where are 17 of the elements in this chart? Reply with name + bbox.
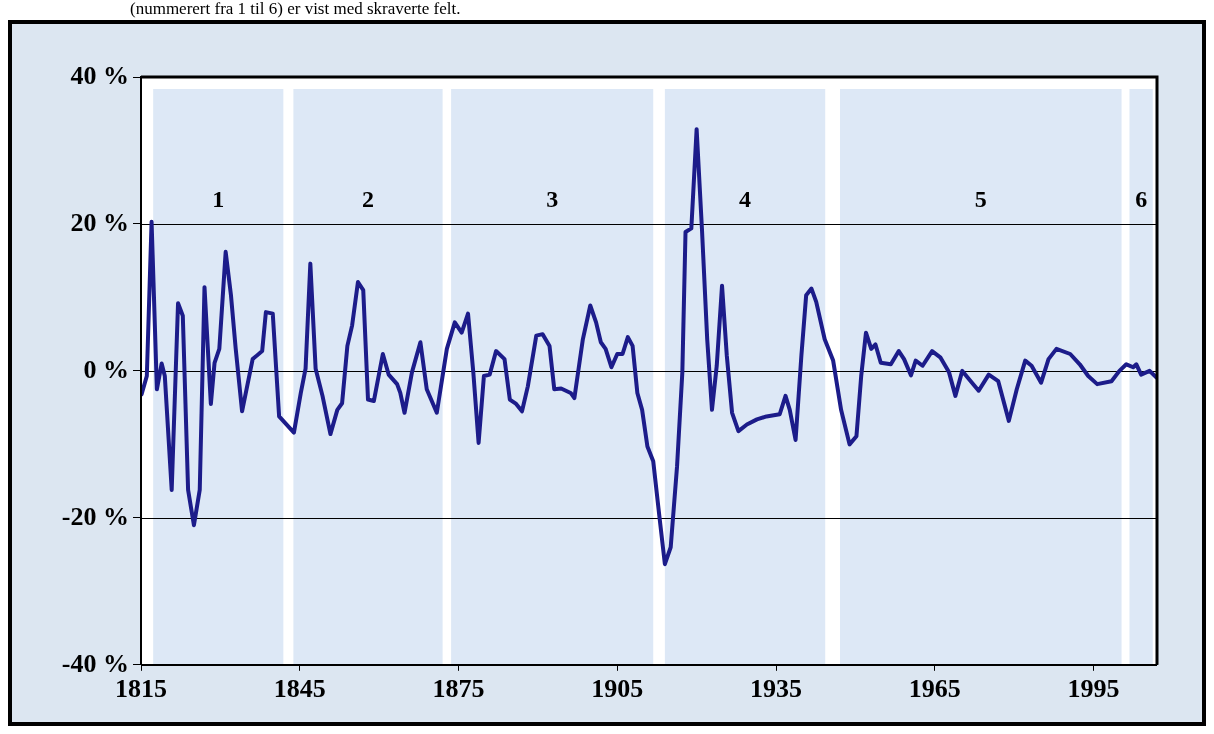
band-label: 2 bbox=[362, 185, 375, 212]
x-tick-label: 1875 bbox=[432, 674, 485, 704]
x-tick-label: 1905 bbox=[591, 674, 644, 704]
y-tick-label: 0 % bbox=[83, 354, 129, 384]
x-tick-label: 1845 bbox=[273, 674, 326, 704]
band-label: 4 bbox=[739, 185, 752, 212]
band-label: 3 bbox=[546, 185, 559, 212]
band-label: 5 bbox=[974, 185, 987, 212]
band-label: 6 bbox=[1135, 185, 1148, 212]
y-tick-label: -20 % bbox=[61, 501, 129, 531]
band-label: 1 bbox=[212, 185, 225, 212]
x-tick-label: 1995 bbox=[1067, 674, 1120, 704]
y-tick-label: 20 % bbox=[70, 207, 129, 237]
text: (nummerert fra 1 til 6) er vist med skraverte felt. bbox=[130, 0, 461, 18]
x-tick-label: 1935 bbox=[750, 674, 802, 704]
x-tick-label: 1965 bbox=[908, 674, 961, 704]
y-tick-label: 40 % bbox=[70, 60, 129, 90]
